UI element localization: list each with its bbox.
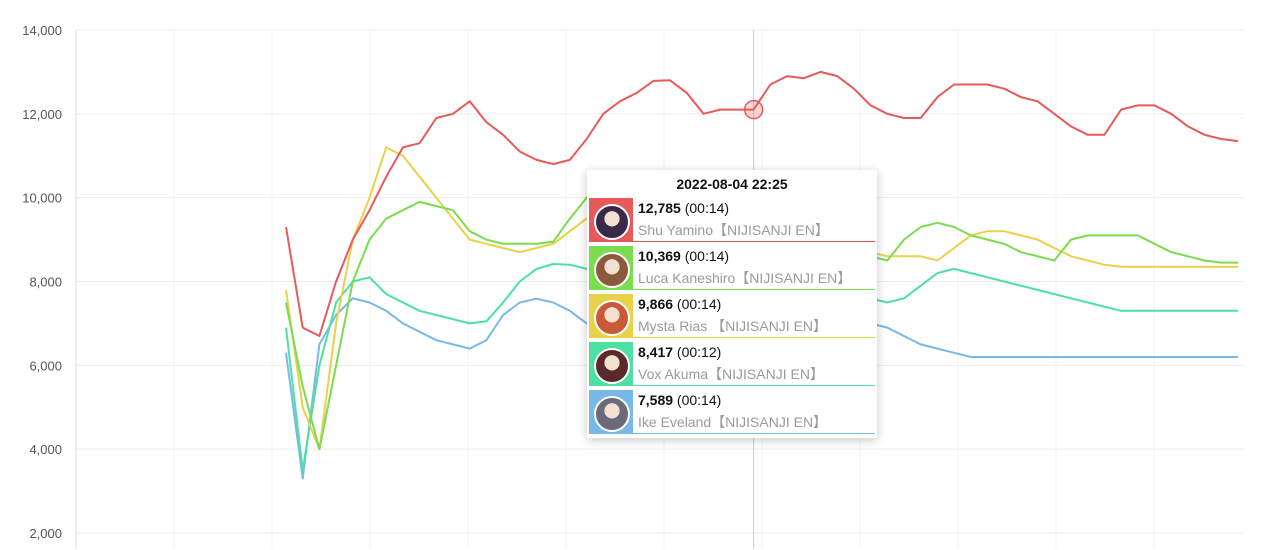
viewer-count: 9,866 bbox=[638, 296, 674, 312]
y-tick-label: 4,000 bbox=[29, 442, 62, 457]
y-tick-label: 6,000 bbox=[29, 358, 62, 373]
viewer-count: 10,369 bbox=[638, 248, 681, 264]
tooltip-color-swatch bbox=[589, 198, 633, 242]
streamer-name: Ike Eveland【NIJISANJI EN】 bbox=[638, 414, 828, 430]
tooltip-row-underline bbox=[633, 289, 875, 290]
chart-tooltip: 2022-08-04 22:25 12,785 (00:14) Shu Yamin… bbox=[587, 170, 877, 438]
y-tick-label: 12,000 bbox=[22, 107, 62, 122]
tooltip-row: 7,589 (00:14) Ike Eveland【NIJISANJI EN】 bbox=[587, 388, 877, 436]
tooltip-value: 8,417 (00:12) bbox=[638, 344, 721, 360]
avatar bbox=[594, 204, 630, 240]
viewer-count: 8,417 bbox=[638, 344, 674, 360]
avatar bbox=[594, 348, 630, 384]
tooltip-value: 9,866 (00:14) bbox=[638, 296, 721, 312]
tooltip-value: 10,369 (00:14) bbox=[638, 248, 729, 264]
tooltip-row-underline bbox=[633, 337, 875, 338]
y-tick-label: 10,000 bbox=[22, 191, 62, 206]
elapsed-time: (00:14) bbox=[673, 296, 722, 312]
tooltip-title: 2022-08-04 22:25 bbox=[676, 176, 788, 192]
streamer-name: Mysta Rias 【NIJISANJI EN】 bbox=[638, 318, 828, 334]
viewer-count: 12,785 bbox=[638, 200, 681, 216]
tooltip-row-underline bbox=[633, 241, 875, 242]
tooltip-row: 10,369 (00:14) Luca Kaneshiro【NIJISANJI E… bbox=[587, 244, 877, 292]
elapsed-time: (00:14) bbox=[680, 248, 730, 264]
series-line bbox=[285, 70, 1239, 337]
tooltip-value: 7,589 (00:14) bbox=[638, 392, 721, 408]
tooltip-color-swatch bbox=[589, 390, 633, 434]
tooltip-row: 12,785 (00:14) Shu Yamino【NIJISANJI EN】 bbox=[587, 196, 877, 244]
avatar bbox=[594, 252, 630, 288]
tooltip-color-swatch bbox=[589, 342, 633, 386]
tooltip-row: 8,417 (00:12) Vox Akuma【NIJISANJI EN】 bbox=[587, 340, 877, 388]
streamer-name: Shu Yamino【NIJISANJI EN】 bbox=[638, 222, 829, 238]
streamer-name: Vox Akuma【NIJISANJI EN】 bbox=[638, 366, 824, 382]
elapsed-time: (00:12) bbox=[673, 344, 722, 360]
y-tick-label: 8,000 bbox=[29, 275, 62, 290]
avatar bbox=[594, 396, 630, 432]
tooltip-color-swatch bbox=[589, 294, 633, 338]
hover-point bbox=[743, 99, 764, 120]
tooltip-row-underline bbox=[633, 433, 875, 434]
y-tick-label: 2,000 bbox=[29, 526, 62, 541]
tooltip-row-underline bbox=[633, 385, 875, 386]
elapsed-time: (00:14) bbox=[680, 200, 730, 216]
y-tick-label: 14,000 bbox=[22, 23, 62, 38]
viewer-count: 7,589 bbox=[638, 392, 674, 408]
elapsed-time: (00:14) bbox=[673, 392, 722, 408]
tooltip-value: 12,785 (00:14) bbox=[638, 200, 729, 216]
tooltip-row: 9,866 (00:14) Mysta Rias 【NIJISANJI EN】 bbox=[587, 292, 877, 340]
streamer-name: Luca Kaneshiro【NIJISANJI EN】 bbox=[638, 270, 852, 286]
tooltip-color-swatch bbox=[589, 246, 633, 290]
avatar bbox=[594, 300, 630, 336]
